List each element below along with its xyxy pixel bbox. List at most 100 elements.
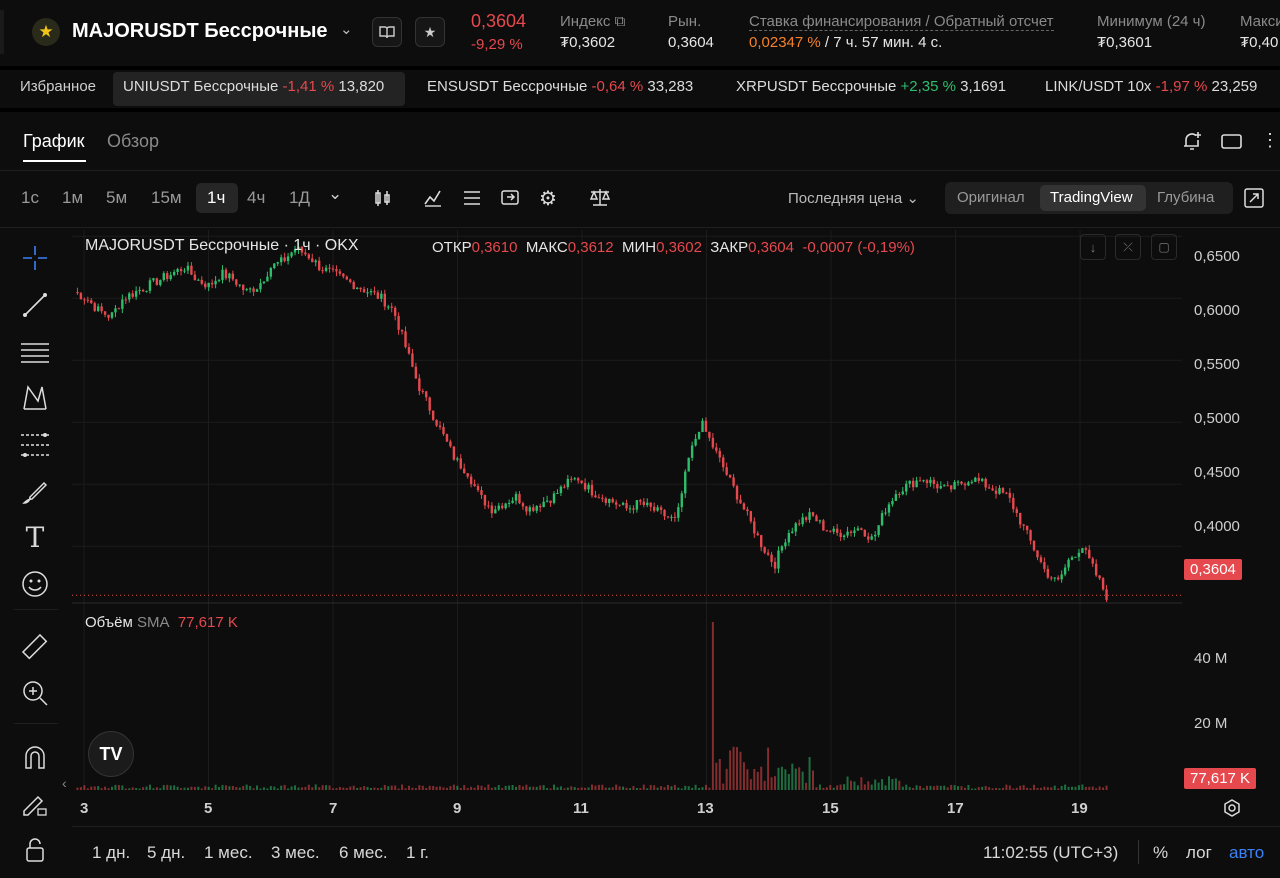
volume-bar [259,788,262,790]
edge-handle [0,10,4,54]
percent-toggle[interactable]: % [1153,843,1169,862]
symbol-title[interactable]: MAJORUSDT Бессрочные [72,20,328,42]
fib-icon[interactable] [18,428,52,462]
auto-toggle[interactable]: авто [1229,843,1265,862]
favorite-star-icon[interactable]: ★ [415,17,445,47]
timeframe-15m[interactable]: 15м [151,188,182,207]
range-1m[interactable]: 1 мес. [204,843,253,862]
settings-gear-icon[interactable]: ⚙ [539,188,557,210]
volume-bar [79,787,82,790]
candle-body [1070,557,1074,560]
external-link-icon[interactable]: ⧉ [614,13,626,30]
maximize-pane-icon[interactable]: ▢ [1151,234,1177,260]
volume-bar [238,787,241,790]
chevron-down-icon[interactable]: ⌄ [340,21,353,38]
pattern-icon[interactable] [18,381,52,415]
timeframe-1h[interactable]: 1ч [207,188,226,207]
volume-bar [332,788,334,790]
lock-drawings-icon[interactable] [18,787,52,821]
range-1d[interactable]: 1 дн. [92,843,131,862]
volume-bar [818,784,821,790]
index-label[interactable]: Индекс ⧉ [560,13,626,30]
window-icon[interactable] [1221,133,1243,156]
trend-line-icon[interactable] [18,288,52,322]
candle-body [559,486,563,493]
volume-bar [1005,784,1008,790]
favorites-label[interactable]: Избранное [20,78,97,95]
crosshair-icon[interactable] [18,241,52,275]
candle-body [891,500,894,505]
candle-body [652,506,656,511]
volume-bar [577,788,580,790]
horizontal-lines-icon[interactable] [18,335,52,369]
ruler-icon[interactable] [18,630,52,664]
volume-bar [169,785,172,790]
collapse-arrow-icon[interactable]: ‹ [62,775,67,791]
timeframe-1m[interactable]: 1м [62,188,84,207]
favorite-item[interactable]: XRPUSDT Бессрочные +2,35 % 3,1691 [736,78,1007,95]
range-1y[interactable]: 1 г. [406,843,430,862]
text-tool-icon[interactable]: T [25,520,45,554]
view-depth[interactable]: Глубина [1157,189,1215,206]
candle-body [411,353,414,367]
favorite-item[interactable]: LINK/USDT 10x -1,97 % 23,259 [1045,78,1258,95]
volume-bar [228,786,231,790]
zoom-in-icon[interactable] [18,676,52,710]
candles-icon[interactable] [373,188,393,213]
clock[interactable]: 11:02:55 (UTC+3) [983,843,1119,862]
magnet-icon[interactable] [18,740,52,774]
tradingview-logo[interactable]: TV [88,731,134,777]
fullscreen-icon[interactable] [1243,187,1265,214]
unlock-icon[interactable] [18,833,52,867]
tab-chart[interactable]: График [23,131,85,151]
book-icon[interactable] [372,17,402,47]
candle-body [680,493,683,508]
range-3m[interactable]: 3 мес. [271,843,320,862]
tab-overview[interactable]: Обзор [107,131,159,151]
volume-bar [366,786,369,790]
view-tradingview[interactable]: TradingView [1050,189,1133,206]
range-6m[interactable]: 6 мес. [339,843,388,862]
candle-body [397,315,400,330]
favorite-item[interactable]: UNIUSDT Бессрочные -1,41 % 13,820 [123,78,385,95]
more-icon[interactable]: ⋮ [1261,130,1279,150]
volume-bar [863,784,866,790]
volume-bar [594,785,597,790]
favorite-item[interactable]: ENSUSDT Бессрочные -0,64 % 33,283 [427,78,694,95]
timeframe-5m[interactable]: 5м [106,188,128,207]
scale-balance-icon[interactable] [588,187,612,212]
emoji-icon[interactable] [18,567,52,601]
log-toggle[interactable]: лог [1186,843,1212,862]
candle-body [349,279,352,283]
price-type-select[interactable]: Последняя цена ⌄ [788,190,919,207]
range-5d[interactable]: 5 дн. [147,843,186,862]
funding-label[interactable]: Ставка финансирования / Обратный отсчет [749,13,1054,31]
list-icon[interactable] [462,188,482,213]
volume-bar [83,785,86,790]
candle-body [273,263,276,268]
timeframe-1d[interactable]: 1Д [289,188,310,207]
candle-body [1091,558,1094,564]
volume-bar [898,780,901,790]
indicators-icon[interactable] [423,188,443,213]
volume-bar [148,784,151,790]
view-original[interactable]: Оригинал [957,189,1025,206]
candle-body [794,523,797,532]
volume-bar [211,788,214,790]
arrow-down-icon[interactable]: ↓ [1080,234,1106,260]
candle-body [877,525,880,535]
replay-icon[interactable] [500,188,520,213]
add-alert-icon[interactable] [1181,130,1203,157]
candle-body [497,505,500,510]
timeframe-1s[interactable]: 1с [21,188,39,207]
timeframe-4h[interactable]: 4ч [247,188,266,207]
timeframe-more-chevron-icon[interactable]: ⌄ [328,184,343,203]
volume-bar [159,788,162,790]
collapse-icon[interactable]: ⤫ [1115,234,1141,260]
volume-bar [418,785,421,790]
candle-body [884,512,887,514]
price-chart[interactable] [72,230,1182,795]
brush-icon[interactable] [18,475,52,509]
candle-body [791,531,794,533]
axis-settings-icon[interactable] [1222,798,1242,823]
